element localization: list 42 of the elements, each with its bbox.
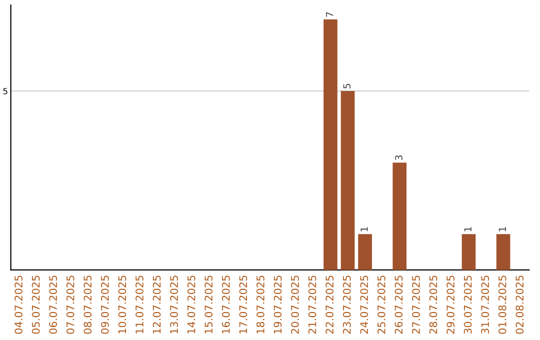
x-tick-label: 23.07.2025 <box>342 276 351 334</box>
x-tick-label: 29.07.2025 <box>446 276 454 334</box>
x-tick-label: 16.07.2025 <box>222 276 230 334</box>
x-tick-label: 13.07.2025 <box>170 276 178 334</box>
data-label: 1 <box>498 227 506 232</box>
data-label: 1 <box>464 227 472 232</box>
x-tick-label: 25.07.2025 <box>377 276 386 334</box>
x-tick-label: 15.07.2025 <box>204 276 213 334</box>
data-label: 3 <box>395 155 402 160</box>
bar <box>496 234 510 270</box>
bar <box>462 234 476 270</box>
x-tick-label: 31.07.2025 <box>481 276 490 334</box>
x-tick-label: 18.07.2025 <box>256 276 264 334</box>
x-tick-label: 01.08.2025 <box>498 276 506 334</box>
x-tick-label: 09.07.2025 <box>100 276 109 334</box>
x-tick-label: 24.07.2025 <box>360 276 368 334</box>
x-tick-label: 30.07.2025 <box>464 276 472 334</box>
x-tick-label: 14.07.2025 <box>187 276 196 334</box>
x-tick-label: 08.07.2025 <box>84 276 92 334</box>
x-tick-label: 02.08.2025 <box>516 276 524 334</box>
bar <box>358 234 372 270</box>
x-tick-label: 11.07.2025 <box>136 276 144 334</box>
x-tick-label: 26.07.2025 <box>394 276 403 334</box>
x-tick-label: 07.07.2025 <box>66 276 74 334</box>
x-tick-label: 20.07.2025 <box>291 276 299 334</box>
data-label: 7 <box>326 12 334 17</box>
data-label: 5 <box>343 84 351 88</box>
x-tick-label: 19.07.2025 <box>274 276 282 334</box>
x-tick-label: 05.07.2025 <box>32 276 40 334</box>
x-tick-label: 17.07.2025 <box>239 276 248 334</box>
bar <box>340 91 355 270</box>
x-tick-label: 04.07.2025 <box>14 276 22 334</box>
x-tick-label: 22.07.2025 <box>326 276 334 334</box>
x-tick-label: 27.07.2025 <box>412 276 420 334</box>
x-tick-label: 06.07.2025 <box>49 276 58 334</box>
bar <box>324 19 338 270</box>
data-label: 1 <box>360 227 368 232</box>
x-tick-label: 21.07.2025 <box>308 276 316 334</box>
x-tick-label: 12.07.2025 <box>152 276 161 334</box>
bar <box>392 162 407 270</box>
x-tick-label: 10.07.2025 <box>118 276 126 334</box>
x-tick-label: 28.07.2025 <box>429 276 438 334</box>
